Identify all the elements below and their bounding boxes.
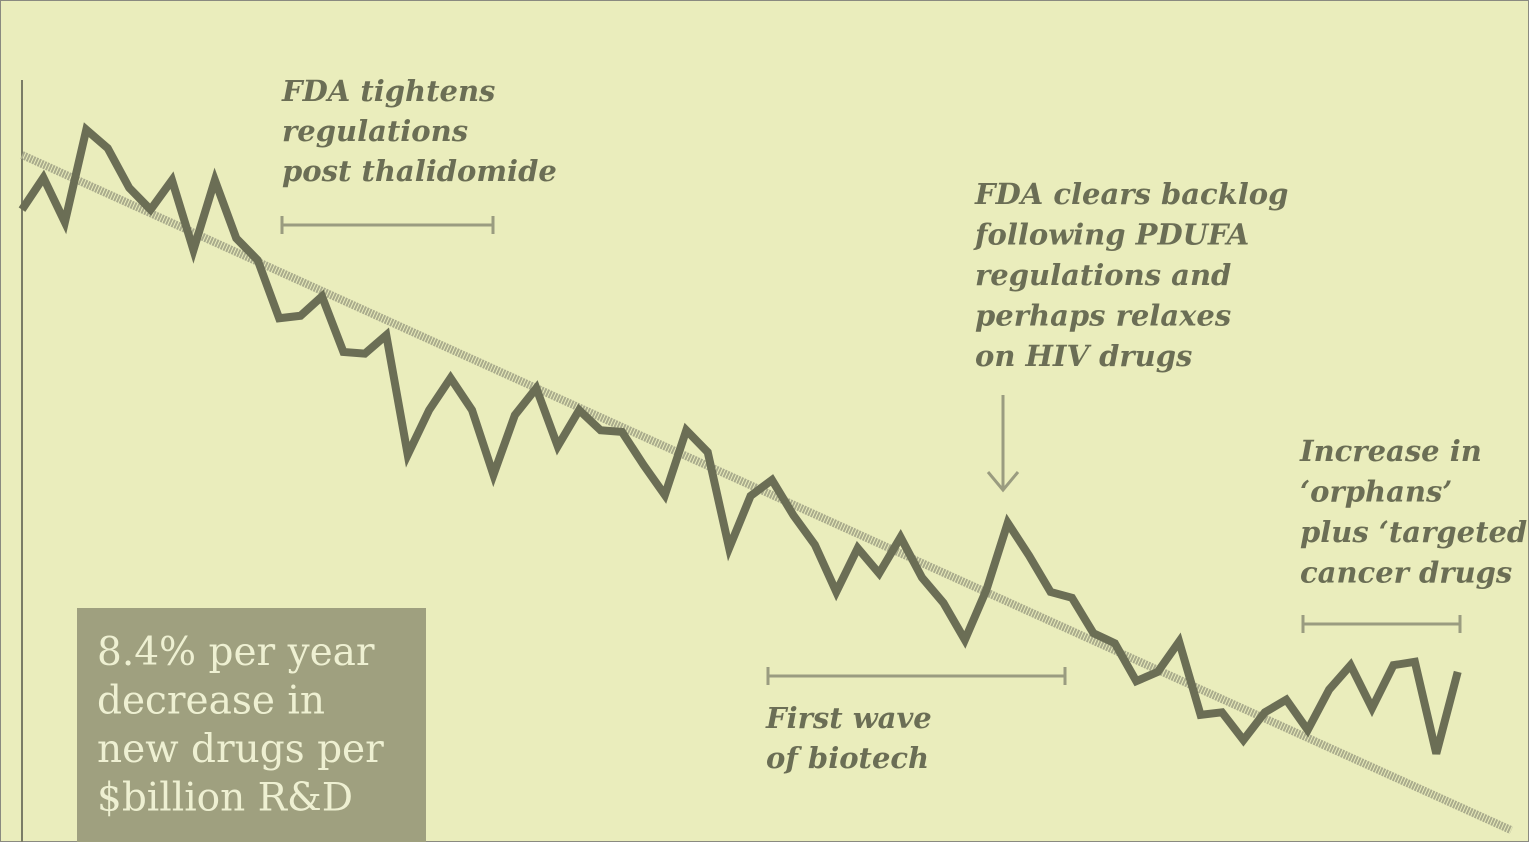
bracket xyxy=(766,667,1067,685)
annotation: regulations xyxy=(282,114,468,148)
callout-text: $billion R&D xyxy=(97,776,353,821)
annotation: FDA clears backlog xyxy=(974,177,1288,211)
callout-text: 8.4% per year xyxy=(97,630,375,675)
annotation: cancer drugs xyxy=(1300,556,1512,590)
annotation: plus ‘targeted xyxy=(1300,515,1527,549)
annotation: on HIV drugs xyxy=(975,339,1192,373)
annotation: regulations and xyxy=(975,258,1231,292)
arrow xyxy=(986,395,1020,493)
annotation: FDA tightens xyxy=(281,74,495,108)
annotation: post thalidomide xyxy=(282,154,557,188)
annotation: perhaps relaxes xyxy=(975,299,1231,333)
bracket xyxy=(280,216,495,234)
annotation: following PDUFA xyxy=(973,218,1249,252)
annotation: ‘orphans’ xyxy=(1300,475,1452,509)
callout-box xyxy=(77,608,426,842)
bracket xyxy=(1301,615,1462,633)
annotation: Increase in xyxy=(1299,434,1482,468)
data-line xyxy=(18,122,1462,755)
annotation: of biotech xyxy=(766,741,929,775)
annotation: First wave xyxy=(765,701,932,735)
callout-text: new drugs per xyxy=(97,727,384,772)
callout-text: decrease in xyxy=(97,679,325,724)
